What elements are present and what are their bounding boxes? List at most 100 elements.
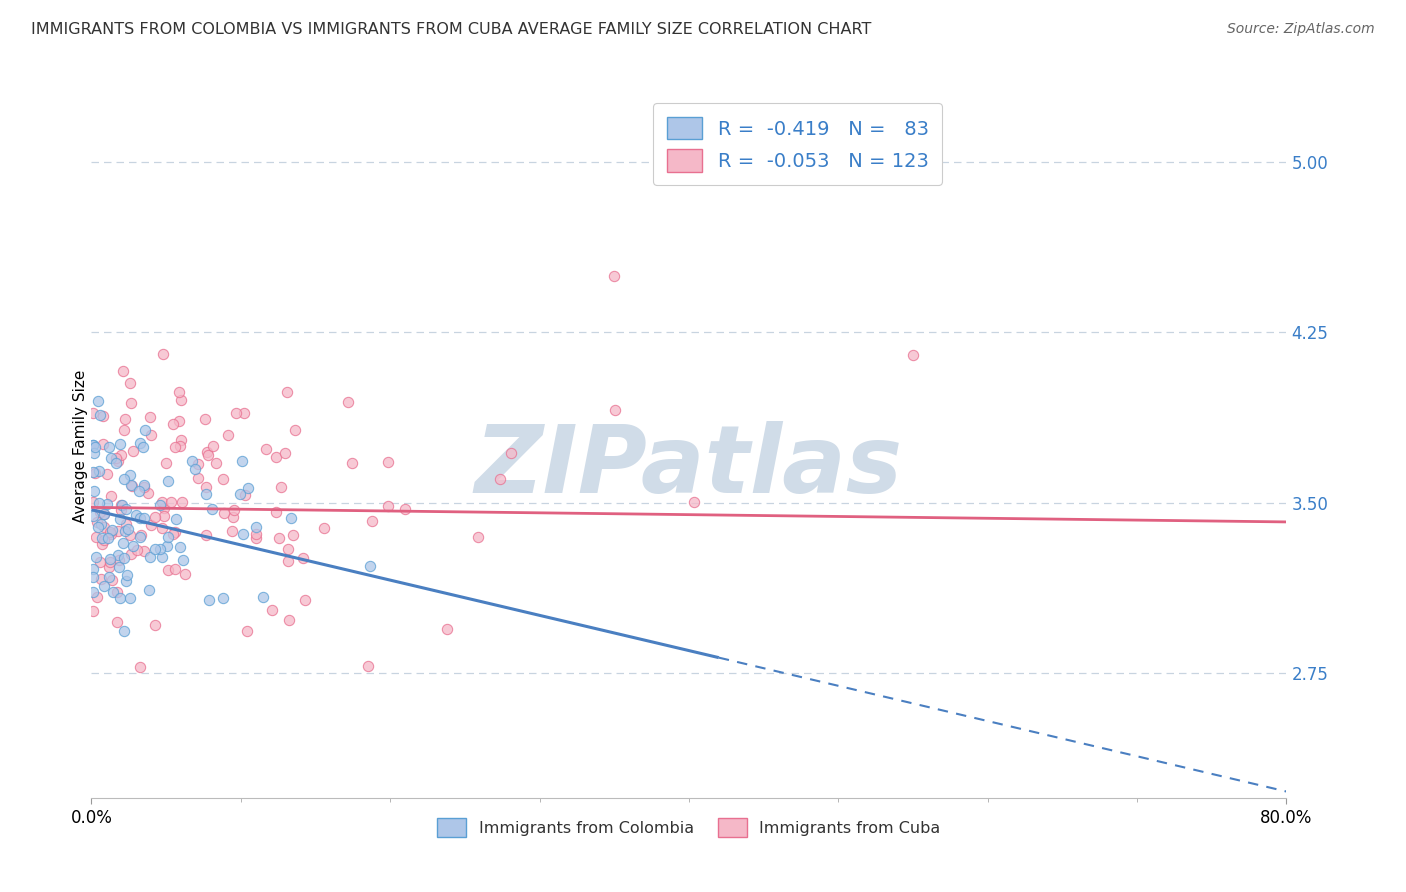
- Point: [93, 507, 115, 521]
- Text: IMMIGRANTS FROM COLOMBIA VS IMMIGRANTS FROM CUBA AVERAGE FAMILY SIZE CORRELATION: IMMIGRANTS FROM COLOMBIA VS IMMIGRANTS F…: [31, 22, 872, 37]
- Point: [149, 541, 172, 556]
- Point: [245, 531, 267, 545]
- Point: [197, 448, 219, 462]
- Point: [97, 531, 120, 545]
- Point: [87, 496, 110, 510]
- Point: [120, 376, 142, 391]
- Point: [224, 502, 246, 516]
- Point: [100, 450, 122, 465]
- Point: [166, 512, 188, 526]
- Point: [173, 566, 195, 581]
- Point: [120, 547, 142, 561]
- Point: [155, 456, 177, 470]
- Point: [110, 502, 132, 516]
- Point: [162, 527, 184, 541]
- Point: [340, 456, 363, 470]
- Point: [108, 512, 131, 526]
- Point: [114, 516, 136, 531]
- Point: [264, 506, 287, 520]
- Point: [152, 347, 174, 361]
- Point: [149, 498, 172, 512]
- Point: [180, 454, 202, 468]
- Point: [138, 582, 160, 597]
- Point: [377, 499, 399, 513]
- Point: [141, 518, 163, 533]
- Point: [125, 508, 148, 523]
- Legend: Immigrants from Colombia, Immigrants from Cuba: Immigrants from Colombia, Immigrants fro…: [430, 812, 948, 843]
- Point: [122, 539, 145, 553]
- Point: [111, 499, 134, 513]
- Point: [198, 593, 221, 607]
- Point: [163, 525, 186, 540]
- Point: [134, 423, 156, 437]
- Point: [212, 506, 235, 520]
- Point: [112, 550, 135, 565]
- Point: [128, 530, 150, 544]
- Point: [205, 456, 228, 470]
- Point: [120, 396, 142, 410]
- Point: [165, 440, 187, 454]
- Point: [172, 553, 194, 567]
- Point: [89, 408, 111, 422]
- Point: [138, 550, 160, 565]
- Point: [115, 574, 138, 588]
- Point: [89, 505, 111, 519]
- Point: [98, 525, 121, 540]
- Point: [236, 624, 259, 639]
- Y-axis label: Average Family Size: Average Family Size: [73, 369, 87, 523]
- Point: [90, 531, 112, 545]
- Point: [84, 530, 107, 544]
- Point: [86, 590, 108, 604]
- Point: [233, 406, 256, 420]
- Point: [105, 585, 128, 599]
- Point: [98, 555, 121, 569]
- Point: [111, 363, 134, 377]
- Point: [153, 501, 176, 516]
- Point: [266, 450, 288, 464]
- Point: [129, 660, 152, 674]
- Point: [150, 495, 173, 509]
- Point: [134, 544, 156, 558]
- Point: [108, 437, 131, 451]
- Point: [83, 483, 105, 498]
- Point: [489, 472, 512, 486]
- Point: [104, 456, 127, 470]
- Point: [170, 433, 193, 447]
- Point: [156, 563, 179, 577]
- Point: [336, 395, 359, 409]
- Point: [195, 479, 218, 493]
- Point: [98, 552, 121, 566]
- Point: [82, 562, 104, 576]
- Point: [195, 445, 218, 459]
- Point: [83, 446, 105, 460]
- Point: [105, 615, 128, 630]
- Point: [101, 573, 124, 587]
- Point: [254, 442, 277, 457]
- Point: [187, 457, 209, 471]
- Point: [101, 523, 124, 537]
- Point: [82, 465, 104, 479]
- Point: [194, 411, 217, 425]
- Point: [121, 478, 143, 492]
- Point: [143, 541, 166, 556]
- Point: [156, 539, 179, 553]
- Point: [156, 530, 179, 544]
- Point: [82, 584, 104, 599]
- Point: [82, 406, 104, 420]
- Point: [129, 511, 152, 525]
- Point: [217, 427, 239, 442]
- Point: [120, 478, 142, 492]
- Point: [163, 561, 186, 575]
- Text: Source: ZipAtlas.com: Source: ZipAtlas.com: [1227, 22, 1375, 37]
- Point: [603, 268, 626, 283]
- Point: [201, 501, 224, 516]
- Point: [125, 543, 148, 558]
- Point: [170, 495, 193, 509]
- Point: [93, 579, 115, 593]
- Point: [110, 498, 132, 512]
- Point: [245, 526, 267, 541]
- Point: [112, 472, 135, 486]
- Point: [100, 489, 122, 503]
- Point: [107, 559, 129, 574]
- Point: [229, 486, 252, 500]
